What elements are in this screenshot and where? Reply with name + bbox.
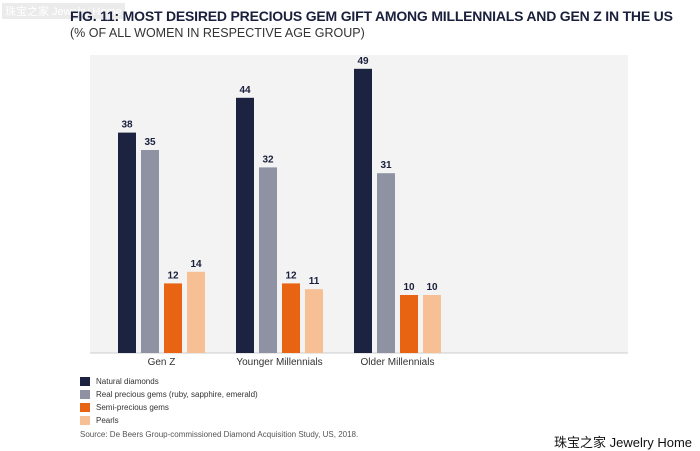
watermark-bottom: 珠宝之家 Jewelry Home (554, 435, 692, 450)
legend-label: Real precious gems (ruby, sapphire, emer… (96, 390, 258, 399)
bar-older-millennials-real-precious-gems (377, 173, 395, 353)
legend-swatch (80, 390, 90, 399)
data-label: 14 (190, 259, 202, 270)
legend-label: Pearls (96, 416, 119, 425)
watermark-top: 珠宝之家 Jewelry Home (2, 3, 125, 19)
source-note: Source: De Beers Group-commissioned Diam… (80, 430, 359, 439)
bar-gen-z-semi-precious-gems (164, 283, 182, 353)
legend-swatch (80, 403, 90, 412)
legend-swatch (80, 377, 90, 386)
data-label: 12 (167, 270, 179, 281)
data-label: 11 (309, 276, 320, 287)
bar-gen-z-natural-diamonds (118, 132, 136, 353)
legend: Natural diamonds Real precious gems (rub… (80, 375, 258, 427)
x-tick-label: Older Millennials (361, 357, 435, 368)
bar-younger-millennials-semi-precious-gems (282, 283, 300, 353)
bar-gen-z-pearls (187, 271, 205, 353)
data-label: 35 (144, 137, 156, 148)
data-label: 10 (426, 282, 438, 293)
legend-swatch (80, 416, 90, 425)
data-label: 10 (403, 282, 415, 293)
legend-item-semi-precious-gems: Semi-precious gems (80, 401, 258, 414)
legend-label: Natural diamonds (96, 377, 159, 386)
bar-younger-millennials-pearls (305, 289, 323, 353)
bar-younger-millennials-real-precious-gems (259, 167, 277, 353)
bar-younger-millennials-natural-diamonds (236, 97, 254, 353)
legend-label: Semi-precious gems (96, 403, 169, 412)
data-label: 44 (239, 85, 251, 96)
data-label: 38 (121, 120, 133, 131)
bar-older-millennials-semi-precious-gems (400, 295, 418, 353)
legend-item-pearls: Pearls (80, 414, 258, 427)
data-label: 31 (380, 160, 392, 171)
chart-subtitle: (% OF ALL WOMEN IN RESPECTIVE AGE GROUP) (70, 26, 365, 40)
bar-older-millennials-pearls (423, 295, 441, 353)
x-tick-label: Younger Millennials (236, 357, 322, 368)
bar-older-millennials-natural-diamonds (354, 68, 372, 354)
chart-title: FIG. 11: MOST DESIRED PRECIOUS GEM GIFT … (70, 8, 673, 24)
legend-item-real-precious-gems: Real precious gems (ruby, sapphire, emer… (80, 388, 258, 401)
data-label: 32 (262, 154, 274, 165)
x-tick-label: Gen Z (148, 357, 176, 368)
data-label: 49 (357, 56, 369, 67)
data-label: 12 (285, 270, 297, 281)
bar-gen-z-real-precious-gems (141, 150, 159, 353)
legend-item-natural-diamonds: Natural diamonds (80, 375, 258, 388)
